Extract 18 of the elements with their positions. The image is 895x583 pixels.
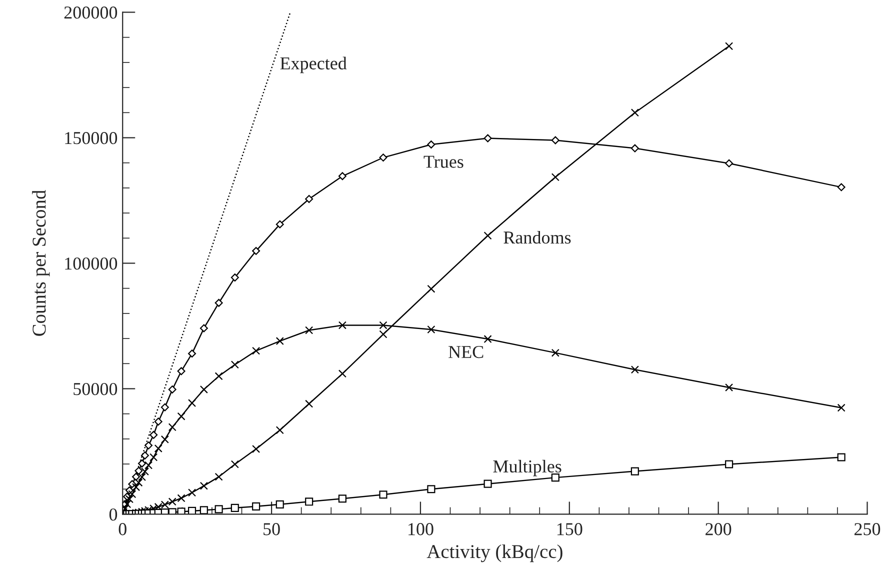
- x-tick-label: 50: [264, 523, 280, 536]
- series-label: Multiples: [493, 460, 562, 476]
- x-tick-label: 150: [557, 523, 582, 536]
- series-label: NEC: [448, 346, 484, 358]
- x-tick-label: 200: [706, 523, 732, 536]
- series-label: Trues: [424, 156, 464, 168]
- x-tick-label: 0: [118, 523, 126, 536]
- y-tick-label: 150000: [65, 132, 118, 144]
- y-axis-title: Counts per Second: [32, 190, 50, 336]
- series-label: Expected: [280, 56, 347, 74]
- series-label: Randoms: [504, 230, 571, 244]
- y-tick-label: 200000: [64, 6, 118, 19]
- x-tick-label: 100: [408, 523, 434, 536]
- y-tick-label: 50000: [74, 382, 118, 396]
- y-tick-label: 0: [109, 508, 118, 521]
- x-tick-label: 250: [854, 523, 880, 536]
- y-tick-label: 100000: [65, 257, 118, 270]
- x-axis-title: Activity (kBq/cc): [426, 544, 562, 562]
